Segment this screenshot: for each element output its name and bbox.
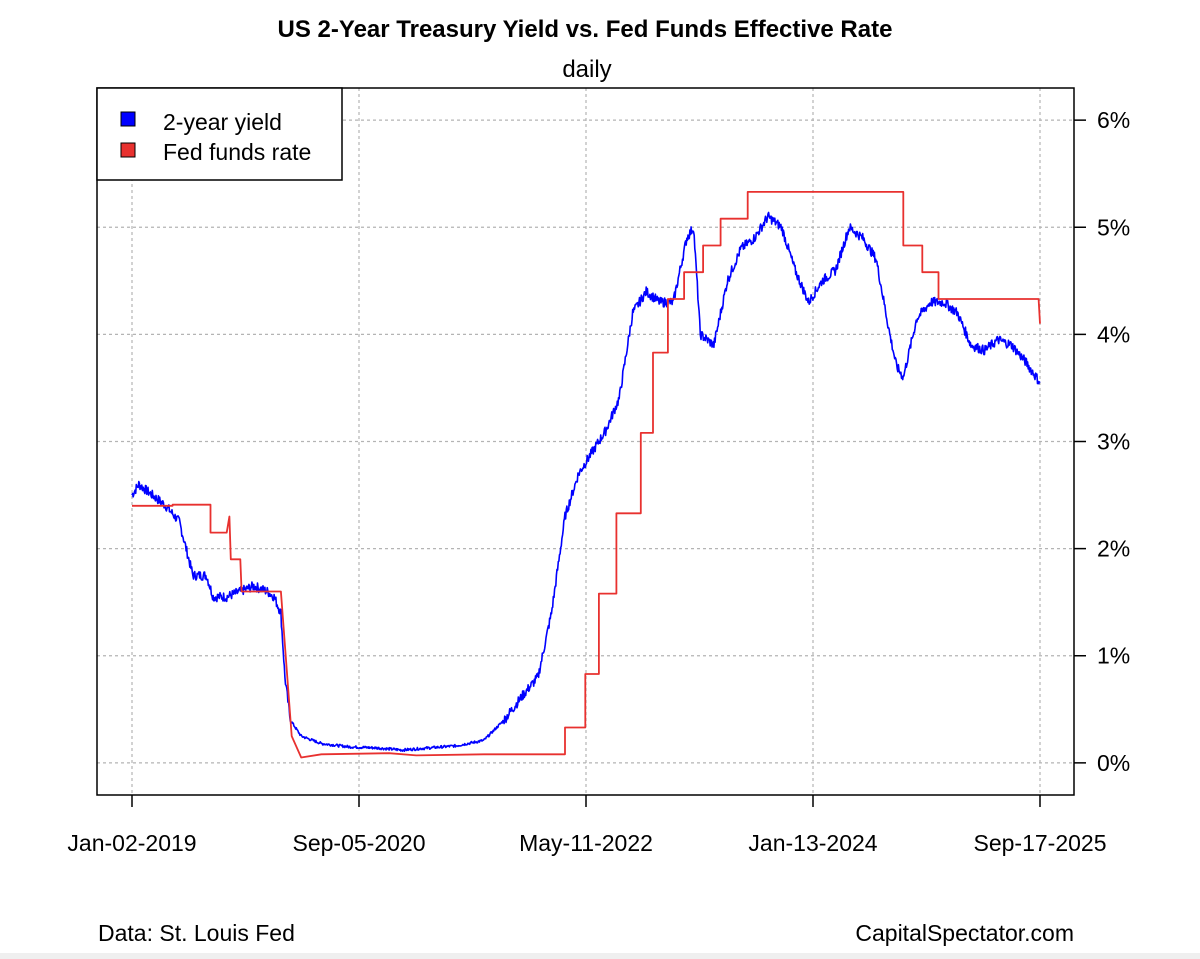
chart-title: US 2-Year Treasury Yield vs. Fed Funds E… bbox=[278, 16, 893, 43]
data-source-credit: Data: St. Louis Fed bbox=[98, 920, 295, 946]
x-axis: Jan-02-2019 Sep-05-2020 May-11-2022 Jan-13-… bbox=[67, 795, 1107, 856]
y-tick-label: 2% bbox=[1097, 536, 1130, 562]
legend-swatch-2-year-yield bbox=[120, 111, 136, 127]
x-tick-label: Jan-13-2024 bbox=[748, 830, 877, 856]
y-tick-label: 1% bbox=[1097, 643, 1130, 669]
x-tick-label: May-11-2022 bbox=[519, 830, 653, 856]
bottom-strip bbox=[0, 953, 1200, 959]
series-group bbox=[131, 191, 1041, 759]
y-tick-label: 0% bbox=[1097, 750, 1130, 776]
series-line-2-year-yield bbox=[131, 211, 1041, 752]
chart-subtitle: daily bbox=[562, 56, 611, 83]
legend: 2-year yield Fed funds rate bbox=[96, 87, 343, 181]
y-tick-label: 5% bbox=[1097, 214, 1130, 240]
y-tick-label: 6% bbox=[1097, 107, 1130, 133]
y-tick-label: 4% bbox=[1097, 321, 1130, 347]
y-axis: 0% 1% 2% 3% 4% 5% 6% bbox=[1074, 107, 1130, 776]
legend-swatch-fed-funds-rate bbox=[120, 142, 136, 158]
series-line-fed-funds-rate bbox=[132, 191, 1041, 759]
website-credit: CapitalSpectator.com bbox=[855, 920, 1074, 946]
x-tick-label: Jan-02-2019 bbox=[67, 830, 196, 856]
y-tick-label: 3% bbox=[1097, 429, 1130, 455]
x-tick-label: Sep-17-2025 bbox=[974, 830, 1107, 856]
x-tick-label: Sep-05-2020 bbox=[293, 830, 426, 856]
legend-box bbox=[96, 87, 343, 181]
legend-label-2-year-yield: 2-year yield bbox=[163, 109, 282, 135]
legend-label-fed-funds-rate: Fed funds rate bbox=[163, 139, 311, 165]
